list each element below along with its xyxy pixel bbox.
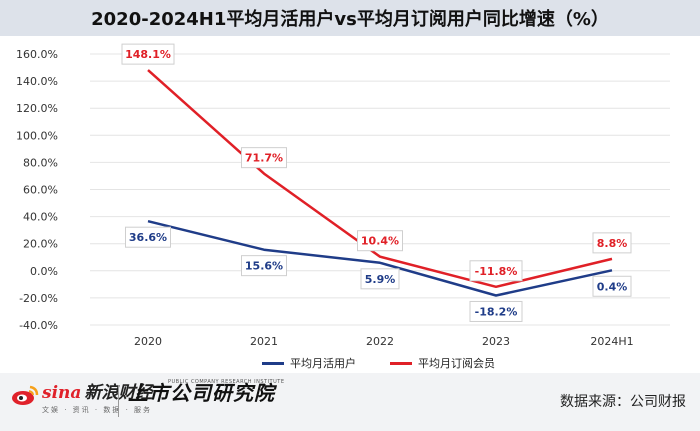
x-tick-label: 2024H1 (590, 335, 633, 348)
footer: sina新浪财经 文娱 · 资讯 · 数据 · 服务 PUBLIC COMPAN… (0, 373, 700, 431)
y-tick-label: 20.0% (23, 238, 58, 251)
data-label-box (592, 275, 632, 297)
data-label: 0.4% (592, 275, 632, 297)
data-label-box (121, 43, 175, 65)
sina-finance-logo: sina新浪财经 文娱 · 资讯 · 数据 · 服务 (10, 383, 152, 415)
institute-english-name: PUBLIC COMPANY RESEARCH INSTITUTE (168, 379, 285, 385)
data-label-text: -11.8% (475, 265, 518, 278)
data-source: 数据来源：公司财报 (560, 394, 686, 410)
data-label-box (469, 260, 523, 282)
y-tick-label: 120.0% (16, 102, 58, 115)
y-tick-label: 40.0% (23, 211, 58, 224)
legend-label-subscribers: 平均月订阅会员 (418, 357, 495, 370)
data-label: 10.4% (357, 230, 403, 252)
y-tick-label: 160.0% (16, 48, 58, 61)
footer-divider (118, 385, 119, 417)
data-label-box (357, 230, 403, 252)
data-label-text: 5.9% (365, 273, 396, 286)
data-label: 5.9% (360, 268, 400, 290)
series-line-1 (147, 69, 613, 289)
data-label-box (241, 147, 287, 169)
data-label-text: 71.7% (245, 152, 283, 165)
legend: 平均月活用户 平均月订阅会员 (262, 355, 495, 371)
x-tick-label: 2021 (250, 335, 278, 348)
legend-item-subscribers: 平均月订阅会员 (390, 355, 495, 371)
legend-label-mau: 平均月活用户 (290, 357, 356, 370)
data-label-box (592, 232, 632, 254)
data-label: 148.1% (121, 43, 175, 65)
legend-item-mau: 平均月活用户 (262, 355, 356, 371)
x-tick-label: 2022 (366, 335, 394, 348)
institute-name: 上市公司研究院 (128, 381, 275, 405)
data-label: -18.2% (469, 300, 523, 322)
data-label-box (125, 226, 171, 248)
y-tick-label: 140.0% (16, 75, 58, 88)
data-label: 8.8% (592, 232, 632, 254)
series-line-0 (147, 219, 613, 297)
data-label-text: 36.6% (129, 231, 167, 244)
data-label: 71.7% (241, 147, 287, 169)
y-tick-label: 100.0% (16, 129, 58, 142)
data-label-text: 10.4% (361, 235, 399, 248)
data-label-box (469, 300, 523, 322)
line-chart: 160.0% 140.0% 120.0% 100.0% 80.0% 60.0% 40.0% 2… (16, 43, 670, 348)
data-label-box (241, 255, 287, 277)
data-label: -11.8% (469, 260, 523, 282)
data-labels: 36.6% 15.6% 5.9% -18.2% 0.4% 148.1% 71.7% 10.4%… (121, 43, 632, 322)
y-tick-label: 0.0% (30, 265, 58, 278)
y-axis-ticks: 160.0% 140.0% 120.0% 100.0% 80.0% 60.0% 40.0% 2… (16, 48, 58, 332)
institute-logo: PUBLIC COMPANY RESEARCH INSTITUTE 上市公司研究… (128, 379, 284, 405)
y-tick-label: -20.0% (19, 292, 58, 305)
y-tick-label: 60.0% (23, 184, 58, 197)
x-tick-label: 2020 (134, 335, 162, 348)
data-label-text: 15.6% (245, 260, 283, 273)
data-label-text: 8.8% (597, 237, 628, 250)
sina-eye-icon (12, 385, 39, 405)
data-label: 36.6% (125, 226, 171, 248)
data-label-text: 0.4% (597, 280, 628, 293)
y-tick-label: -40.0% (19, 319, 58, 332)
data-label: 15.6% (241, 255, 287, 277)
series-lines (147, 69, 613, 297)
legend-swatch-subscribers (390, 361, 412, 365)
x-axis-ticks: 2020 2021 2022 2023 2024H1 (134, 335, 634, 348)
y-tick-label: 80.0% (23, 156, 58, 169)
data-label-text: 148.1% (125, 48, 171, 61)
data-label-text: -18.2% (475, 305, 518, 318)
x-tick-label: 2023 (482, 335, 510, 348)
chart-title: 2020-2024H1平均月活用户vs平均月订阅用户同比增速（%） (0, 0, 700, 36)
data-label-box (360, 268, 400, 290)
legend-swatch-mau (262, 361, 284, 365)
sina-tagline: 文娱 · 资讯 · 数据 · 服务 (42, 406, 153, 414)
